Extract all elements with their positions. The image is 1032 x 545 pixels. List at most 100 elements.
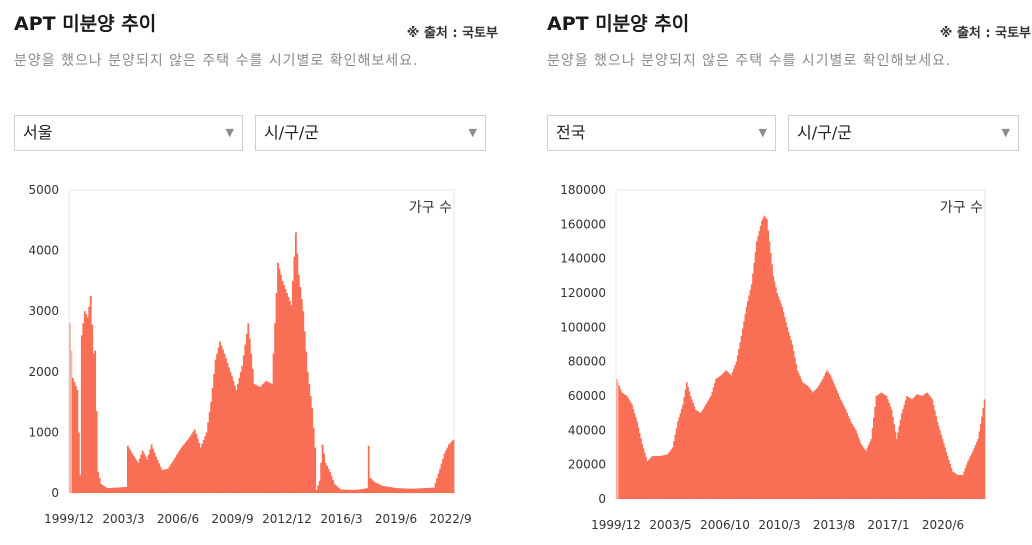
- bar: [617, 382, 619, 499]
- bar: [245, 333, 248, 493]
- bar: [911, 399, 913, 499]
- bar: [652, 456, 655, 499]
- triangle-down-icon: ▼: [758, 126, 767, 139]
- bar: [693, 406, 696, 499]
- bar: [674, 434, 677, 500]
- bar: [214, 359, 217, 493]
- district-select[interactable]: 시/구/군 ▼: [255, 115, 486, 151]
- triangle-down-icon: ▼: [1001, 126, 1010, 139]
- bar: [717, 377, 720, 499]
- bar: [122, 487, 125, 493]
- bar: [401, 488, 404, 493]
- bar: [842, 404, 845, 499]
- bar: [705, 404, 707, 499]
- bar: [138, 458, 141, 493]
- bar: [448, 444, 450, 493]
- bar: [354, 489, 357, 493]
- bar: [176, 454, 178, 493]
- bar: [409, 488, 412, 493]
- bar: [734, 365, 736, 499]
- bar: [825, 370, 828, 499]
- bar: [870, 438, 873, 499]
- bar: [228, 367, 230, 493]
- bar: [287, 297, 290, 493]
- bar: [768, 241, 771, 499]
- bar: [861, 445, 864, 499]
- bar: [226, 362, 229, 493]
- bar: [97, 471, 100, 493]
- bar: [871, 428, 874, 499]
- bar: [776, 293, 778, 499]
- region-select[interactable]: 서울 ▼: [14, 115, 243, 151]
- bar: [320, 462, 323, 493]
- bar: [743, 321, 745, 499]
- bar: [889, 406, 892, 499]
- bar: [677, 421, 679, 499]
- bar: [115, 487, 117, 493]
- bar: [697, 411, 700, 499]
- bar: [766, 219, 768, 499]
- bar: [792, 350, 795, 499]
- district-select[interactable]: 시/구/군 ▼: [788, 115, 1019, 151]
- bar: [893, 424, 896, 499]
- bar: [100, 483, 103, 493]
- bar: [974, 444, 977, 499]
- bar: [782, 311, 785, 499]
- bar: [251, 368, 254, 493]
- bar: [645, 456, 647, 499]
- bar: [103, 486, 106, 493]
- bar: [235, 389, 238, 493]
- bar: [140, 454, 143, 493]
- bar: [668, 452, 670, 499]
- y-tick-label: 180000: [560, 183, 606, 197]
- bar: [125, 486, 128, 493]
- bar: [948, 459, 950, 499]
- bar: [647, 459, 650, 499]
- bar: [635, 417, 637, 499]
- bar: [671, 447, 674, 499]
- bar: [883, 394, 885, 499]
- bar: [931, 399, 934, 499]
- bar: [171, 461, 174, 493]
- bar: [902, 408, 904, 500]
- district-select-value: 시/구/군: [264, 123, 319, 142]
- bar: [412, 488, 415, 493]
- bar: [752, 273, 754, 499]
- bar: [427, 487, 430, 493]
- bar: [372, 480, 375, 493]
- bar: [403, 488, 406, 493]
- bar: [936, 421, 939, 499]
- bar: [679, 413, 682, 499]
- bar: [815, 388, 818, 499]
- bar: [819, 383, 822, 500]
- bar: [773, 281, 776, 499]
- bar: [158, 463, 161, 493]
- bar: [730, 375, 733, 499]
- bar: [920, 395, 922, 499]
- bar: [177, 452, 180, 493]
- bar: [627, 398, 630, 499]
- bar: [945, 451, 948, 499]
- bar: [349, 489, 352, 493]
- bar: [687, 386, 689, 499]
- bar: [336, 486, 339, 493]
- bar: [923, 394, 926, 499]
- bar: [976, 441, 978, 499]
- bar: [862, 447, 865, 499]
- bar: [363, 488, 366, 493]
- bar: [135, 460, 138, 493]
- bar: [949, 463, 951, 499]
- region-select[interactable]: 전국 ▼: [547, 115, 776, 151]
- bar: [345, 489, 348, 493]
- bar: [663, 455, 665, 499]
- bar: [335, 485, 337, 493]
- bar: [856, 433, 859, 499]
- bar: [189, 436, 192, 493]
- y-tick-label: 1000: [28, 425, 59, 439]
- bar: [767, 230, 770, 499]
- bar: [144, 456, 147, 493]
- bar: [440, 463, 443, 493]
- bar: [794, 357, 796, 500]
- bar: [109, 487, 111, 493]
- bar: [777, 296, 780, 499]
